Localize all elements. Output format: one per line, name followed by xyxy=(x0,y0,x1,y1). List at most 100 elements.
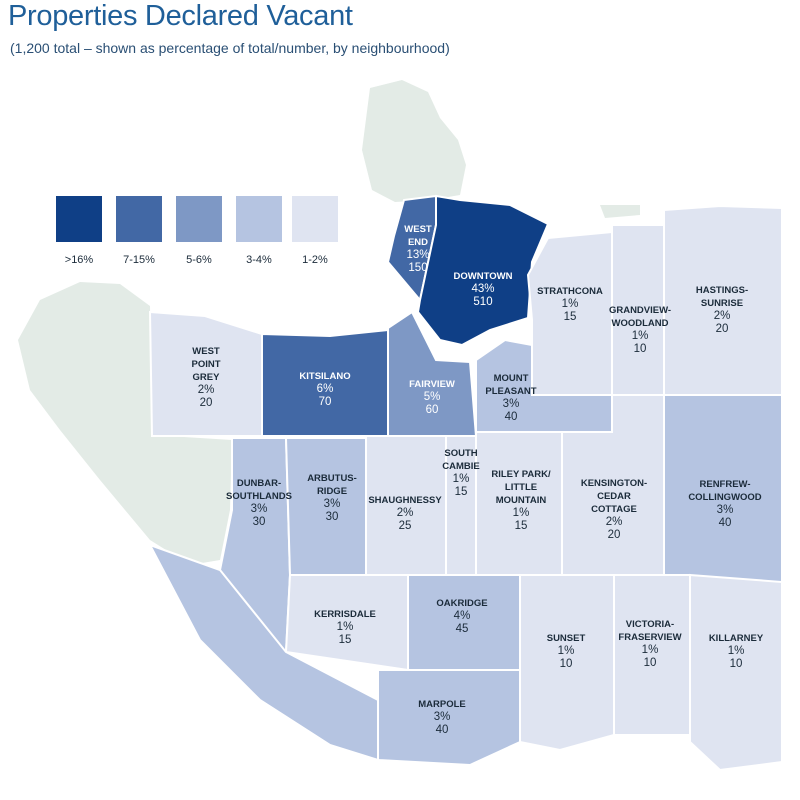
label-arbutus-ridge: ARBUTUS- RIDGE 3% 30 xyxy=(307,472,357,524)
label-sunset: SUNSET 1% 10 xyxy=(547,632,586,671)
region-killarney xyxy=(689,573,783,772)
label-west-point-grey-count: 20 xyxy=(199,397,213,409)
legend-swatch-5-6 xyxy=(176,196,222,242)
label-grandview-woodland-count: 10 xyxy=(633,343,647,355)
label-sunset-pct: 1% xyxy=(557,645,575,657)
label-mount-pleasant-count: 40 xyxy=(504,411,518,423)
label-victoria-fraserview: VICTORIA- FRASERVIEW 1% 10 xyxy=(618,618,681,670)
label-killarney-count: 10 xyxy=(729,658,743,670)
label-oakridge: OAKRIDGE 4% 45 xyxy=(436,597,487,636)
label-renfrew-collingwood-name: RENFREW- COLLINGWOOD xyxy=(688,479,762,503)
label-downtown-pct: 43% xyxy=(471,283,495,295)
label-sunset-count: 10 xyxy=(559,658,573,670)
label-west-end-count: 150 xyxy=(408,262,428,274)
label-south-cambie-count: 15 xyxy=(454,486,468,498)
label-downtown-name: DOWNTOWN xyxy=(453,271,513,282)
label-dunbar-southlands-pct: 3% xyxy=(250,503,268,515)
legend-swatch-16-plus xyxy=(56,196,102,242)
label-fairview-pct: 5% xyxy=(423,391,441,403)
label-mount-pleasant: MOUNT PLEASANT 3% 40 xyxy=(485,372,536,424)
label-dunbar-southlands-count: 30 xyxy=(252,516,266,528)
label-killarney-name: KILLARNEY xyxy=(708,633,764,644)
label-kerrisdale-pct: 1% xyxy=(336,621,354,633)
label-grandview-woodland-pct: 1% xyxy=(631,330,649,342)
label-victoria-fraserview-count: 10 xyxy=(643,657,657,669)
label-grandview-woodland-name: GRANDVIEW- WOODLAND xyxy=(608,305,672,329)
label-fairview-name: FAIRVIEW xyxy=(409,379,455,390)
label-west-end: WEST END 13% 150 xyxy=(404,223,431,275)
label-shaughnessy-pct: 2% xyxy=(396,507,414,519)
label-riley-park-count: 15 xyxy=(514,520,528,532)
label-kitsilano-pct: 6% xyxy=(316,383,334,395)
label-south-cambie-pct: 1% xyxy=(452,473,470,485)
label-riley-park: RILEY PARK/ LITTLE MOUNTAIN 1% 15 xyxy=(491,468,550,533)
label-marpole-name: MARPOLE xyxy=(418,699,466,710)
label-kensington-cedar-cottage-count: 20 xyxy=(607,529,621,541)
label-mount-pleasant-pct: 3% xyxy=(502,398,520,410)
label-west-point-grey: WEST POINT GREY 2% 20 xyxy=(191,345,220,410)
label-hastings-sunrise: HASTINGS- SUNRISE 2% 20 xyxy=(696,284,748,336)
label-kitsilano: KITSILANO 6% 70 xyxy=(299,370,350,409)
ubc-land xyxy=(18,282,232,565)
label-marpole-pct: 3% xyxy=(433,711,451,723)
label-marpole: MARPOLE 3% 40 xyxy=(418,698,466,737)
region-hastings-sunrise xyxy=(663,204,783,396)
label-kerrisdale: KERRISDALE 1% 15 xyxy=(314,608,376,647)
label-riley-park-pct: 1% xyxy=(512,507,530,519)
label-south-cambie-name: SOUTH CAMBIE xyxy=(442,448,480,472)
label-strathcona-name: STRATHCONA xyxy=(537,286,603,297)
label-fairview: FAIRVIEW 5% 60 xyxy=(409,378,455,417)
label-south-cambie: SOUTH CAMBIE 1% 15 xyxy=(442,447,479,499)
label-shaughnessy-name: SHAUGHNESSY xyxy=(368,495,442,506)
label-hastings-sunrise-name: HASTINGS- SUNRISE xyxy=(695,285,749,309)
label-sunset-name: SUNSET xyxy=(546,633,586,644)
label-victoria-fraserview-name: VICTORIA- FRASERVIEW xyxy=(618,619,682,643)
legend-swatch-1-2 xyxy=(292,196,338,242)
legend-label-3-4: 3-4% xyxy=(246,254,272,266)
label-renfrew-collingwood: RENFREW- COLLINGWOOD 3% 40 xyxy=(688,478,761,530)
label-oakridge-count: 45 xyxy=(455,623,469,635)
legend-swatch-3-4 xyxy=(236,196,282,242)
label-strathcona-pct: 1% xyxy=(561,298,579,310)
label-kitsilano-count: 70 xyxy=(318,396,332,408)
label-downtown-count: 510 xyxy=(473,296,493,308)
label-kensington-cedar-cottage: KENSINGTON- CEDAR COTTAGE 2% 20 xyxy=(581,477,647,542)
label-renfrew-collingwood-count: 40 xyxy=(718,517,732,529)
label-fairview-count: 60 xyxy=(425,404,439,416)
label-hastings-sunrise-pct: 2% xyxy=(713,310,731,322)
label-arbutus-ridge-count: 30 xyxy=(325,511,339,523)
label-shaughnessy: SHAUGHNESSY 2% 25 xyxy=(368,494,441,533)
label-strathcona: STRATHCONA 1% 15 xyxy=(537,285,603,324)
north-shore-land xyxy=(600,205,640,218)
region-downtown xyxy=(416,194,550,347)
label-kerrisdale-count: 15 xyxy=(338,634,352,646)
label-dunbar-southlands-name: DUNBAR- SOUTHLANDS xyxy=(226,478,292,502)
legend-label-5-6: 5-6% xyxy=(186,254,212,266)
label-oakridge-name: OAKRIDGE xyxy=(436,598,488,609)
label-kitsilano-name: KITSILANO xyxy=(299,371,351,382)
stanley-park-land xyxy=(362,80,466,202)
label-killarney: KILLARNEY 1% 10 xyxy=(709,632,763,671)
region-southlands-shore xyxy=(147,543,379,762)
label-west-point-grey-pct: 2% xyxy=(197,384,215,396)
label-shaughnessy-count: 25 xyxy=(398,520,412,532)
label-west-end-name: WEST END xyxy=(404,224,432,248)
label-arbutus-ridge-name: ARBUTUS- RIDGE xyxy=(307,473,357,497)
legend-label-16-plus: >16% xyxy=(64,254,94,266)
label-killarney-pct: 1% xyxy=(727,645,745,657)
legend-swatch-7-15 xyxy=(116,196,162,242)
label-strathcona-count: 15 xyxy=(563,311,577,323)
label-west-point-grey-name: WEST POINT GREY xyxy=(191,346,221,383)
label-dunbar-southlands: DUNBAR- SOUTHLANDS 3% 30 xyxy=(226,477,292,529)
legend-label-7-15: 7-15% xyxy=(123,254,155,266)
label-riley-park-name: RILEY PARK/ LITTLE MOUNTAIN xyxy=(491,469,551,506)
label-west-end-pct: 13% xyxy=(406,249,430,261)
label-kerrisdale-name: KERRISDALE xyxy=(314,609,376,620)
label-mount-pleasant-name: MOUNT PLEASANT xyxy=(485,373,537,397)
map-subtitle: (1,200 total – shown as percentage of to… xyxy=(10,40,450,56)
label-arbutus-ridge-pct: 3% xyxy=(323,498,341,510)
map-title: Properties Declared Vacant xyxy=(8,0,353,32)
label-hastings-sunrise-count: 20 xyxy=(715,323,729,335)
label-victoria-fraserview-pct: 1% xyxy=(641,644,659,656)
